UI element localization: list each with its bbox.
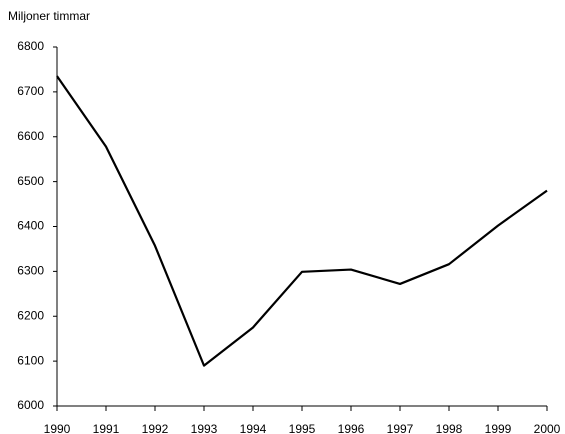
x-tick-label: 1995 bbox=[289, 422, 316, 434]
y-axis-label: Miljoner timmar bbox=[8, 9, 90, 23]
x-tick-label: 1997 bbox=[387, 422, 414, 434]
y-tick-label: 6100 bbox=[17, 353, 44, 367]
x-tick-label: 1993 bbox=[191, 422, 218, 434]
x-tick-label: 1998 bbox=[436, 422, 463, 434]
line-series bbox=[56, 75, 548, 367]
x-tick-label: 1991 bbox=[93, 422, 120, 434]
y-tick-label: 6700 bbox=[17, 84, 44, 98]
y-tick-label: 6800 bbox=[17, 39, 44, 53]
x-tick-label: 1994 bbox=[240, 422, 267, 434]
x-tick-label: 1996 bbox=[338, 422, 365, 434]
x-tick-label: 1999 bbox=[485, 422, 512, 434]
y-tick-label: 6500 bbox=[17, 174, 44, 188]
y-tick-label: 6400 bbox=[17, 219, 44, 233]
x-tick-label: 1992 bbox=[142, 422, 169, 434]
x-tick-label: 2000 bbox=[534, 422, 561, 434]
y-tick-label: 6600 bbox=[17, 129, 44, 143]
x-tick-label: 1990 bbox=[44, 422, 71, 434]
y-tick-label: 6300 bbox=[17, 264, 44, 278]
y-tick-label: 6200 bbox=[17, 308, 44, 322]
y-tick-label: 6000 bbox=[17, 398, 44, 412]
